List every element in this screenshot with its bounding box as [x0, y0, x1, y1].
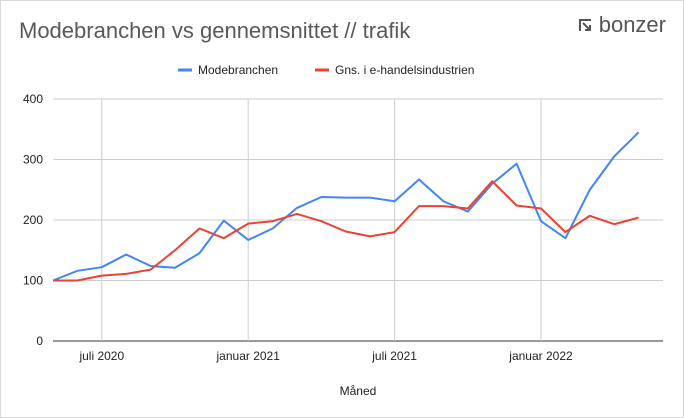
x-tick-label: juli 2020	[78, 349, 124, 363]
x-axis-title: Måned	[340, 384, 377, 398]
brand-name: bonzer	[598, 12, 666, 37]
x-axis-ticks: juli 2020 januar 2021 juli 2021 januar 2022	[78, 349, 573, 363]
x-tick-label: januar 2021	[216, 349, 281, 363]
x-tick-label: juli 2021	[371, 349, 417, 363]
y-tick-label: 200	[23, 213, 43, 227]
legend-label: Modebranchen	[198, 63, 278, 77]
y-tick-label: 300	[23, 153, 43, 167]
series-line-1	[52, 131, 640, 282]
x-tick-label: januar 2022	[508, 349, 573, 363]
chart-title: Modebranchen vs gennemsnittet // trafik	[19, 18, 411, 43]
series-line-2	[53, 180, 639, 282]
bonzer-logo-icon	[578, 19, 591, 31]
y-tick-label: 400	[23, 92, 43, 106]
y-tick-label: 100	[23, 274, 43, 288]
series-lines	[52, 131, 640, 282]
legend-label: Gns. i e-handelsindustrien	[335, 63, 474, 77]
legend: Modebranchen Gns. i e-handelsindustrien	[178, 63, 474, 77]
y-tick-label: 0	[36, 334, 43, 348]
brand-logo: bonzer	[577, 12, 666, 38]
grid-lines	[53, 98, 663, 342]
y-axis-ticks: 0 100 200 300 400	[23, 92, 43, 348]
